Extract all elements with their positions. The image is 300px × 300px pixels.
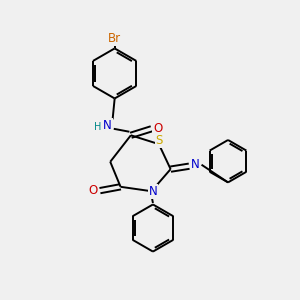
Text: S: S [156,134,163,147]
Text: Br: Br [108,32,121,45]
Text: N: N [191,158,200,171]
Text: O: O [153,122,163,135]
Text: N: N [103,119,112,132]
Text: H: H [94,122,102,132]
Text: N: N [148,185,157,198]
Text: O: O [89,184,98,197]
